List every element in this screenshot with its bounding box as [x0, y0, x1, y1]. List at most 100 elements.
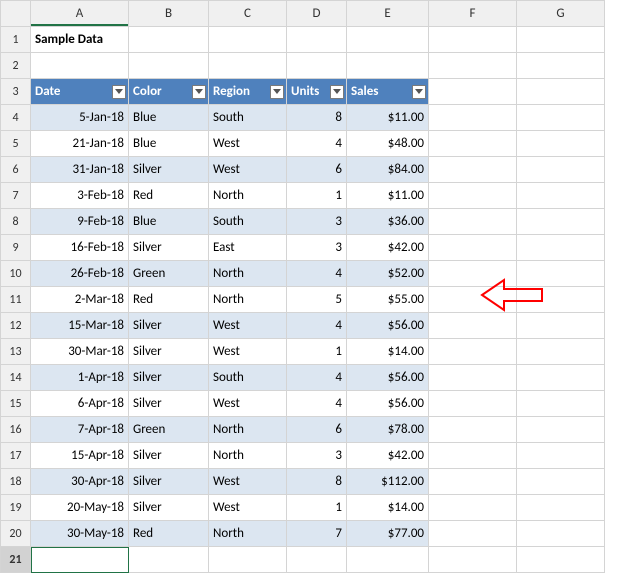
cell[interactable] [517, 53, 605, 79]
cell[interactable] [517, 469, 605, 495]
table-cell[interactable]: North [209, 183, 287, 209]
col-header-E[interactable]: E [347, 1, 429, 27]
row-header-9[interactable]: 9 [1, 235, 31, 261]
table-cell[interactable]: 15-Apr-18 [31, 443, 129, 469]
cell[interactable] [287, 27, 347, 53]
row-header-14[interactable]: 14 [1, 365, 31, 391]
row-header-1[interactable]: 1 [1, 27, 31, 53]
cell[interactable] [517, 157, 605, 183]
table-cell[interactable]: North [209, 287, 287, 313]
table-cell[interactable]: 6 [287, 417, 347, 443]
cell[interactable] [347, 27, 429, 53]
cell[interactable] [429, 235, 517, 261]
table-cell[interactable]: 30-Apr-18 [31, 469, 129, 495]
table-cell[interactable]: $55.00 [347, 287, 429, 313]
table-cell[interactable]: Red [129, 287, 209, 313]
table-cell[interactable]: North [209, 417, 287, 443]
table-header-color[interactable]: Color [129, 79, 209, 105]
table-cell[interactable]: 4 [287, 261, 347, 287]
table-cell[interactable]: 3-Feb-18 [31, 183, 129, 209]
row-header-12[interactable]: 12 [1, 313, 31, 339]
col-header-B[interactable]: B [129, 1, 209, 27]
table-cell[interactable]: 3 [287, 209, 347, 235]
table-cell[interactable]: East [209, 235, 287, 261]
select-all-corner[interactable] [1, 1, 31, 27]
table-cell[interactable]: West [209, 313, 287, 339]
table-cell[interactable]: 6-Apr-18 [31, 391, 129, 417]
row-header-17[interactable]: 17 [1, 443, 31, 469]
cell[interactable] [429, 27, 517, 53]
row-header-13[interactable]: 13 [1, 339, 31, 365]
cell[interactable] [129, 53, 209, 79]
cell[interactable] [429, 157, 517, 183]
table-cell[interactable]: West [209, 157, 287, 183]
table-cell[interactable]: Silver [129, 443, 209, 469]
cell[interactable] [429, 339, 517, 365]
col-header-G[interactable]: G [517, 1, 605, 27]
cell[interactable] [129, 27, 209, 53]
table-cell[interactable]: 8 [287, 105, 347, 131]
table-cell[interactable]: 5-Jan-18 [31, 105, 129, 131]
cell[interactable] [347, 547, 429, 573]
table-cell[interactable]: $14.00 [347, 495, 429, 521]
cell[interactable] [517, 547, 605, 573]
table-cell[interactable]: Silver [129, 365, 209, 391]
cell[interactable] [429, 183, 517, 209]
table-cell[interactable]: 3 [287, 235, 347, 261]
table-cell[interactable]: South [209, 105, 287, 131]
cell[interactable] [517, 209, 605, 235]
table-cell[interactable]: Silver [129, 339, 209, 365]
table-cell[interactable]: Blue [129, 209, 209, 235]
cell[interactable] [209, 547, 287, 573]
cell[interactable] [429, 53, 517, 79]
table-cell[interactable]: Silver [129, 495, 209, 521]
table-cell[interactable]: West [209, 495, 287, 521]
cell[interactable] [517, 417, 605, 443]
table-cell[interactable]: West [209, 339, 287, 365]
table-header-region[interactable]: Region [209, 79, 287, 105]
table-cell[interactable]: Silver [129, 313, 209, 339]
cell[interactable] [429, 131, 517, 157]
table-cell[interactable]: North [209, 443, 287, 469]
table-cell[interactable]: $84.00 [347, 157, 429, 183]
table-cell[interactable]: $56.00 [347, 391, 429, 417]
table-cell[interactable]: 30-May-18 [31, 521, 129, 547]
table-cell[interactable]: 8 [287, 469, 347, 495]
table-cell[interactable]: $42.00 [347, 443, 429, 469]
table-cell[interactable]: 4 [287, 365, 347, 391]
table-header-sales[interactable]: Sales [347, 79, 429, 105]
table-cell[interactable]: 20-May-18 [31, 495, 129, 521]
col-header-F[interactable]: F [429, 1, 517, 27]
cell[interactable] [429, 443, 517, 469]
table-cell[interactable]: $112.00 [347, 469, 429, 495]
row-header-3[interactable]: 3 [1, 79, 31, 105]
cell[interactable] [31, 53, 129, 79]
table-cell[interactable]: 16-Feb-18 [31, 235, 129, 261]
table-cell[interactable]: 21-Jan-18 [31, 131, 129, 157]
col-header-A[interactable]: A [31, 1, 129, 27]
filter-dropdown-icon[interactable] [270, 85, 284, 99]
table-cell[interactable]: 4 [287, 391, 347, 417]
table-cell[interactable]: West [209, 469, 287, 495]
table-header-date[interactable]: Date [31, 79, 129, 105]
row-header-6[interactable]: 6 [1, 157, 31, 183]
table-cell[interactable]: Green [129, 417, 209, 443]
cell[interactable] [517, 27, 605, 53]
filter-dropdown-icon[interactable] [330, 85, 344, 99]
active-cell[interactable] [31, 547, 129, 573]
table-cell[interactable]: Red [129, 183, 209, 209]
cell[interactable] [429, 105, 517, 131]
table-cell[interactable]: $48.00 [347, 131, 429, 157]
row-header-7[interactable]: 7 [1, 183, 31, 209]
table-cell[interactable]: West [209, 131, 287, 157]
cell[interactable] [517, 495, 605, 521]
cell[interactable] [517, 391, 605, 417]
cell[interactable] [429, 521, 517, 547]
title-cell[interactable]: Sample Data [31, 27, 129, 53]
cell[interactable] [517, 105, 605, 131]
table-cell[interactable]: 31-Jan-18 [31, 157, 129, 183]
row-header-21[interactable]: 21 [1, 547, 31, 573]
table-cell[interactable]: Green [129, 261, 209, 287]
table-cell[interactable]: 5 [287, 287, 347, 313]
table-cell[interactable]: 4 [287, 313, 347, 339]
